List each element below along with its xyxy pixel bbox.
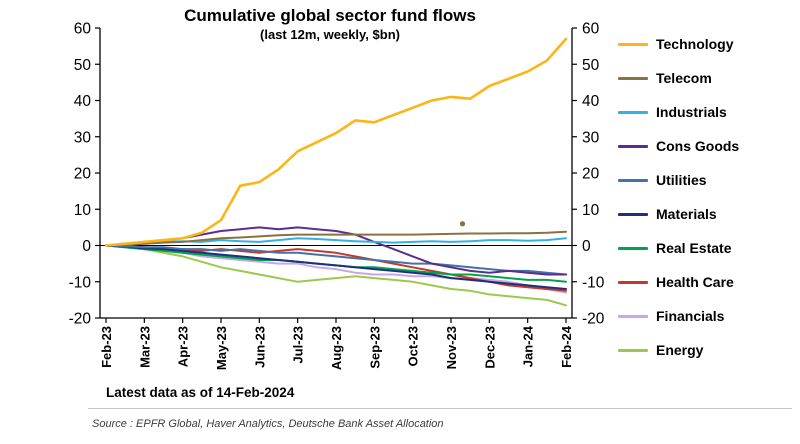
y-axis-label-right: -10 <box>582 274 605 291</box>
legend-label: Technology <box>656 36 734 52</box>
y-axis-label-left: 30 <box>74 129 92 146</box>
x-axis-label: Feb-23 <box>99 326 114 368</box>
y-axis-label-left: 60 <box>74 21 92 38</box>
y-axis-label-right: 0 <box>582 238 591 255</box>
legend-swatch <box>618 212 648 216</box>
legend-label: Real Estate <box>656 240 732 256</box>
legend-item-real-estate: Real Estate <box>618 238 739 258</box>
y-axis-label-right: 50 <box>582 57 600 74</box>
legend-item-cons-goods: Cons Goods <box>618 136 739 156</box>
source-note: Source : EPFR Global, Haver Analytics, D… <box>92 418 444 430</box>
legend-item-utilities: Utilities <box>618 170 739 190</box>
legend-item-industrials: Industrials <box>618 102 739 122</box>
x-axis-label: Dec-23 <box>482 326 497 369</box>
legend-item-health-care: Health Care <box>618 272 739 292</box>
x-axis-label: Jan-24 <box>521 325 536 367</box>
y-axis-label-left: 10 <box>74 202 92 219</box>
y-axis-label-right: 20 <box>582 166 600 183</box>
y-axis-label-right: -20 <box>582 311 605 328</box>
x-axis-label: Nov-23 <box>444 326 459 369</box>
series-line-energy <box>105 244 567 307</box>
chart-legend: Technology Telecom Industrials Cons Goods Ut… <box>618 34 739 374</box>
legend-swatch <box>618 144 648 148</box>
y-axis-label-left: -10 <box>69 274 92 291</box>
legend-swatch <box>618 280 648 284</box>
y-axis-label-left: 40 <box>74 93 92 110</box>
x-axis-label: Jun-23 <box>252 326 267 368</box>
legend-label: Telecom <box>656 70 712 86</box>
legend-label: Materials <box>656 206 717 222</box>
legend-swatch <box>618 348 648 352</box>
x-axis-label: Jul-23 <box>291 326 306 364</box>
series-line-materials <box>105 244 567 290</box>
x-axis-label: Feb-24 <box>559 325 574 368</box>
y-axis-label-right: 30 <box>582 129 600 146</box>
chart-title-block: Cumulative global sector fund flows (las… <box>110 6 550 42</box>
y-axis-label-left: 20 <box>74 166 92 183</box>
legend-item-materials: Materials <box>618 204 739 224</box>
legend-label: Cons Goods <box>656 138 740 154</box>
y-axis-label-right: 60 <box>582 21 600 38</box>
legend-item-energy: Energy <box>618 340 739 360</box>
chart-subtitle: (last 12m, weekly, $bn) <box>260 26 400 42</box>
legend-label: Industrials <box>656 104 727 120</box>
legend-swatch <box>618 246 648 250</box>
latest-data-note: Latest data as of 14-Feb-2024 <box>106 385 295 400</box>
y-axis-label-left: -20 <box>69 311 92 328</box>
legend-item-financials: Financials <box>618 306 739 326</box>
x-axis-label: Oct-23 <box>406 326 421 366</box>
isolated-data-point <box>459 221 466 227</box>
y-axis-label-left: 50 <box>74 57 92 74</box>
legend-swatch <box>618 110 648 114</box>
series-line-utilities <box>105 244 567 276</box>
x-axis-label: Mar-23 <box>137 326 152 368</box>
footer-divider <box>88 408 792 409</box>
x-axis-label: Sep-23 <box>367 326 382 369</box>
legend-item-technology: Technology <box>618 34 739 54</box>
legend-label: Energy <box>656 342 704 358</box>
series-line-telecom <box>105 230 567 247</box>
legend-label: Utilities <box>656 172 707 188</box>
chart-title: Cumulative global sector fund flows <box>184 6 476 25</box>
x-axis-label: Apr-23 <box>176 326 191 367</box>
legend-swatch <box>618 76 648 80</box>
x-axis-label: May-23 <box>214 326 229 370</box>
legend-swatch <box>618 314 648 318</box>
y-axis-label-right: 40 <box>582 93 600 110</box>
legend-label: Health Care <box>656 274 734 290</box>
legend-label: Financials <box>656 308 725 324</box>
y-axis-label-left: 0 <box>82 238 91 255</box>
x-axis-label: Aug-23 <box>329 326 344 370</box>
legend-swatch <box>618 42 648 46</box>
legend-item-telecom: Telecom <box>618 68 739 88</box>
series-line-technology <box>104 37 568 247</box>
y-axis-label-right: 10 <box>582 202 600 219</box>
legend-swatch <box>618 178 648 182</box>
